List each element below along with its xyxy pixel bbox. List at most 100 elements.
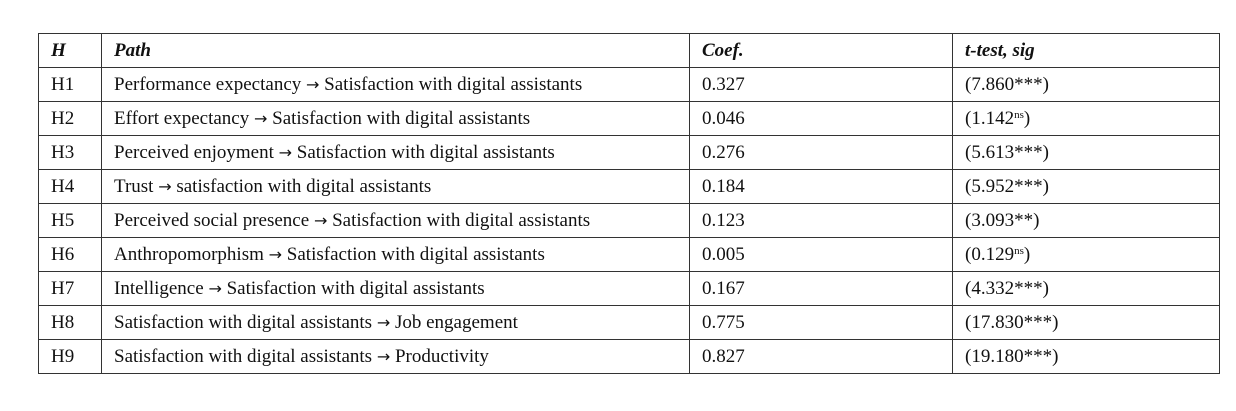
header-path: Path <box>101 33 690 68</box>
t-value: (0.129 <box>965 243 1015 265</box>
path-cell: Effort expectancy → Satisfaction with di… <box>101 101 690 136</box>
path-to: Satisfaction with digital assistants <box>324 73 583 95</box>
t-test-sig: (1.142ns) <box>952 101 1220 136</box>
significance-ns: ns <box>1014 108 1024 121</box>
significance-stars: *** <box>1014 175 1043 197</box>
t-close-paren: ) <box>1042 175 1049 197</box>
t-close-paren: ) <box>1033 209 1040 231</box>
t-test-sig: (19.180***) <box>952 339 1220 374</box>
header-row: H Path Coef. t-test, sig <box>38 33 1220 68</box>
arrow-right-icon: → <box>268 244 283 264</box>
t-close-paren: ) <box>1042 73 1049 95</box>
t-test-sig: (0.129ns) <box>952 237 1220 272</box>
t-value: (19.180 <box>965 345 1024 367</box>
path-from: Effort expectancy <box>114 107 250 129</box>
t-close-paren: ) <box>1042 277 1049 299</box>
coefficient: 0.276 <box>689 135 953 170</box>
arrow-right-icon: → <box>158 176 172 196</box>
significance-stars: *** <box>1023 345 1053 367</box>
arrow-right-icon: → <box>278 142 293 162</box>
coefficient: 0.123 <box>689 203 953 238</box>
path-from: Intelligence <box>114 277 204 299</box>
coefficient: 0.046 <box>689 101 953 136</box>
hypothesis-id: H7 <box>38 271 102 306</box>
path-from: Satisfaction with digital assistants <box>114 345 373 367</box>
t-value: (5.952 <box>965 175 1015 197</box>
path-cell: Perceived social presence → Satisfaction… <box>101 203 690 238</box>
path-to: Satisfaction with digital assistants <box>226 277 485 299</box>
table-row: H7 Intelligence → Satisfaction with digit… <box>38 271 1220 306</box>
coefficient: 0.827 <box>689 339 953 374</box>
path-from: Anthropomorphism <box>114 243 264 265</box>
significance-ns: ns <box>1014 244 1024 257</box>
arrow-right-icon: → <box>313 210 328 230</box>
arrow-right-icon: → <box>376 312 391 332</box>
path-cell: Performance expectancy → Satisfaction wi… <box>101 67 690 102</box>
arrow-right-icon: → <box>208 278 222 298</box>
t-test-sig: (4.332***) <box>952 271 1220 306</box>
hypothesis-id: H5 <box>38 203 102 238</box>
hypothesis-id: H9 <box>38 339 102 374</box>
path-cell: Satisfaction with digital assistants → J… <box>101 305 690 340</box>
coefficient: 0.775 <box>689 305 953 340</box>
significance-stars: *** <box>1023 311 1053 333</box>
t-value: (1.142 <box>965 107 1015 129</box>
path-to: Productivity <box>394 345 489 367</box>
coefficient: 0.005 <box>689 237 953 272</box>
hypothesis-results-table: H Path Coef. t-test, sig H1 Performance e… <box>38 33 1220 374</box>
coefficient: 0.327 <box>689 67 953 102</box>
path-from: Perceived social presence <box>114 209 310 231</box>
hypothesis-id: H3 <box>38 135 102 170</box>
path-cell: Satisfaction with digital assistants → P… <box>101 339 690 374</box>
table-row: H4 Trust → satisfaction with digital assi… <box>38 169 1220 204</box>
arrow-right-icon: → <box>253 108 268 128</box>
significance-stars: ** <box>1014 209 1034 231</box>
path-cell: Trust → satisfaction with digital assist… <box>101 169 690 204</box>
hypothesis-id: H6 <box>38 237 102 272</box>
significance-stars: *** <box>1014 141 1043 163</box>
t-value: (7.860 <box>965 73 1015 95</box>
t-test-sig: (5.952***) <box>952 169 1220 204</box>
significance-stars: *** <box>1014 73 1043 95</box>
t-value: (17.830 <box>965 311 1024 333</box>
path-to: Satisfaction with digital assistants <box>332 209 591 231</box>
table-row: H2 Effort expectancy → Satisfaction with … <box>38 101 1220 136</box>
t-test-sig: (17.830***) <box>952 305 1220 340</box>
hypothesis-id: H8 <box>38 305 102 340</box>
t-close-paren: ) <box>1052 345 1059 367</box>
t-test-sig: (3.093**) <box>952 203 1220 238</box>
t-value: (3.093 <box>965 209 1015 231</box>
path-to: Satisfaction with digital assistants <box>296 141 555 163</box>
table-row: H5 Perceived social presence → Satisfacti… <box>38 203 1220 238</box>
path-cell: Anthropomorphism → Satisfaction with dig… <box>101 237 690 272</box>
hypothesis-id: H1 <box>38 67 102 102</box>
path-from: Performance expectancy <box>114 73 302 95</box>
path-cell: Intelligence → Satisfaction with digital… <box>101 271 690 306</box>
t-close-paren: ) <box>1052 311 1059 333</box>
header-t-test-sig: t-test, sig <box>952 33 1220 68</box>
t-value: (5.613 <box>965 141 1015 163</box>
header-hypothesis: H <box>38 33 102 68</box>
table-body: H1 Performance expectancy → Satisfaction … <box>38 67 1220 374</box>
path-from: Perceived enjoyment <box>114 141 274 163</box>
table-row: H8 Satisfaction with digital assistants →… <box>38 305 1220 340</box>
hypothesis-id: H4 <box>38 169 102 204</box>
arrow-right-icon: → <box>376 346 391 366</box>
arrow-right-icon: → <box>306 74 320 94</box>
path-from: Satisfaction with digital assistants <box>114 311 373 333</box>
table-row: H9 Satisfaction with digital assistants →… <box>38 339 1220 374</box>
header-coefficient: Coef. <box>689 33 953 68</box>
coefficient: 0.184 <box>689 169 953 204</box>
hypothesis-id: H2 <box>38 101 102 136</box>
table-row: H6 Anthropomorphism → Satisfaction with d… <box>38 237 1220 272</box>
table-row: H1 Performance expectancy → Satisfaction … <box>38 67 1220 102</box>
path-to: Satisfaction with digital assistants <box>272 107 531 129</box>
t-test-sig: (7.860***) <box>952 67 1220 102</box>
significance-stars: *** <box>1014 277 1043 299</box>
t-test-sig: (5.613***) <box>952 135 1220 170</box>
path-cell: Perceived enjoyment → Satisfaction with … <box>101 135 690 170</box>
t-close-paren: ) <box>1042 141 1049 163</box>
path-from: Trust <box>114 175 154 197</box>
path-to: Job engagement <box>394 311 518 333</box>
t-close-paren: ) <box>1023 243 1031 265</box>
